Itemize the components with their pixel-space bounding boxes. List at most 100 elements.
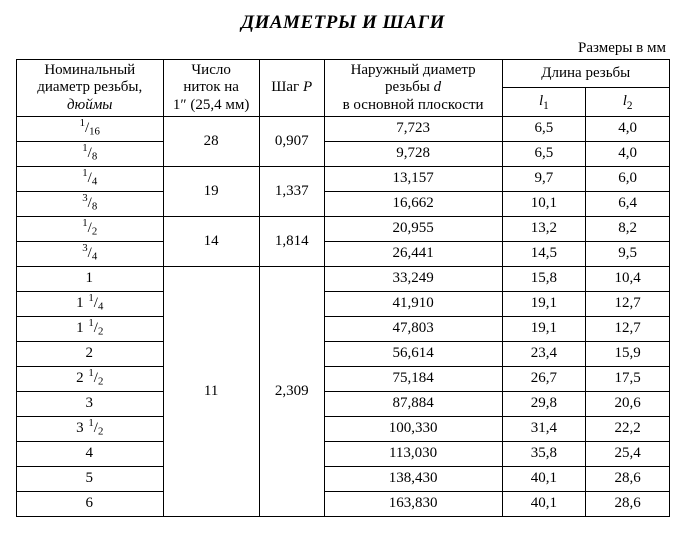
cell-outer-d: 26,441 xyxy=(324,241,502,266)
hdr-pitch-l1: Шаг xyxy=(271,79,303,95)
hdr-nominal-l2: диаметр резьбы, xyxy=(21,79,159,96)
cell-l1: 26,7 xyxy=(502,366,586,391)
cell-l1: 10,1 xyxy=(502,191,586,216)
cell-l2: 8,2 xyxy=(586,216,670,241)
cell-outer-d: 113,030 xyxy=(324,441,502,466)
cell-l1: 19,1 xyxy=(502,316,586,341)
cell-l1: 6,5 xyxy=(502,141,586,166)
hdr-threads-l3: 1″ (25,4 мм) xyxy=(168,97,255,114)
cell-l2: 28,6 xyxy=(586,491,670,516)
cell-nominal: 6 xyxy=(17,491,164,516)
cell-l2: 15,9 xyxy=(586,341,670,366)
cell-l1: 35,8 xyxy=(502,441,586,466)
cell-outer-d: 163,830 xyxy=(324,491,502,516)
cell-l1: 40,1 xyxy=(502,466,586,491)
hdr-pitch: Шаг P xyxy=(259,60,324,117)
table-row: 1/16280,9077,7236,54,0 xyxy=(17,116,670,141)
units-note: Размеры в мм xyxy=(16,40,670,57)
cell-l2: 10,4 xyxy=(586,266,670,291)
cell-l2: 25,4 xyxy=(586,441,670,466)
cell-l2: 28,6 xyxy=(586,466,670,491)
cell-nominal: 1/4 xyxy=(17,166,164,191)
cell-l2: 4,0 xyxy=(586,141,670,166)
table-row: 3 1/2 100,33031,422,2 xyxy=(17,416,670,441)
cell-outer-d: 100,330 xyxy=(324,416,502,441)
hdr-nominal: Номинальный диаметр резьбы, дюймы xyxy=(17,60,164,117)
cell-nominal: 3/4 xyxy=(17,241,164,266)
cell-threads: 28 xyxy=(163,116,259,166)
hdr-l2: l2 xyxy=(586,88,670,116)
cell-pitch: 1,337 xyxy=(259,166,324,216)
hdr-l1-sub: 1 xyxy=(543,100,549,112)
page-title: ДИАМЕТРЫ И ШАГИ xyxy=(16,12,670,34)
cell-l1: 23,4 xyxy=(502,341,586,366)
header-row-1: Номинальный диаметр резьбы, дюймы Число … xyxy=(17,60,670,88)
cell-l2: 12,7 xyxy=(586,316,670,341)
cell-nominal: 2 xyxy=(17,341,164,366)
hdr-threads-l1: Число xyxy=(168,62,255,79)
cell-outer-d: 75,184 xyxy=(324,366,502,391)
table-row: 6163,83040,128,6 xyxy=(17,491,670,516)
hdr-outer-l1: Наружный диаметр xyxy=(329,62,498,79)
table-row: 3/426,44114,59,5 xyxy=(17,241,670,266)
table-row: 2 1/2 75,18426,717,5 xyxy=(17,366,670,391)
hdr-nominal-l1: Номинальный xyxy=(21,62,159,79)
cell-pitch: 1,814 xyxy=(259,216,324,266)
cell-l2: 6,0 xyxy=(586,166,670,191)
cell-l2: 20,6 xyxy=(586,391,670,416)
table-row: 2 56,61423,415,9 xyxy=(17,341,670,366)
cell-l2: 17,5 xyxy=(586,366,670,391)
cell-l1: 6,5 xyxy=(502,116,586,141)
cell-l2: 4,0 xyxy=(586,116,670,141)
table-row: 1112,30933,24915,810,4 xyxy=(17,266,670,291)
cell-l1: 9,7 xyxy=(502,166,586,191)
cell-l1: 31,4 xyxy=(502,416,586,441)
cell-l2: 9,5 xyxy=(586,241,670,266)
table-row: 1 1/247,80319,112,7 xyxy=(17,316,670,341)
cell-threads: 14 xyxy=(163,216,259,266)
cell-nominal: 1 xyxy=(17,266,164,291)
cell-threads: 11 xyxy=(163,266,259,516)
cell-nominal: 1/2 xyxy=(17,216,164,241)
cell-outer-d: 7,723 xyxy=(324,116,502,141)
hdr-outer-l2sym: d xyxy=(434,79,442,95)
cell-nominal: 3 xyxy=(17,391,164,416)
cell-threads: 19 xyxy=(163,166,259,216)
cell-outer-d: 13,157 xyxy=(324,166,502,191)
hdr-pitch-sym: P xyxy=(303,79,312,95)
cell-nominal: 5 xyxy=(17,466,164,491)
cell-outer-d: 87,884 xyxy=(324,391,502,416)
cell-pitch: 0,907 xyxy=(259,116,324,166)
hdr-outer-l3: в основной плоскости xyxy=(329,97,498,114)
hdr-l2-sub: 2 xyxy=(627,100,633,112)
cell-l1: 15,8 xyxy=(502,266,586,291)
cell-outer-d: 56,614 xyxy=(324,341,502,366)
hdr-threads-l2: ниток на xyxy=(168,79,255,96)
cell-nominal: 1 1/4 xyxy=(17,291,164,316)
cell-nominal: 3/8 xyxy=(17,191,164,216)
cell-l2: 22,2 xyxy=(586,416,670,441)
cell-pitch: 2,309 xyxy=(259,266,324,516)
cell-outer-d: 138,430 xyxy=(324,466,502,491)
cell-outer-d: 41,910 xyxy=(324,291,502,316)
hdr-l1: l1 xyxy=(502,88,586,116)
table-row: 3/816,66210,16,4 xyxy=(17,191,670,216)
thread-table: Номинальный диаметр резьбы, дюймы Число … xyxy=(16,59,670,517)
cell-outer-d: 20,955 xyxy=(324,216,502,241)
cell-l1: 29,8 xyxy=(502,391,586,416)
table-body: 1/16280,9077,7236,54,01/89,7286,54,01/41… xyxy=(17,116,670,516)
cell-nominal: 3 1/2 xyxy=(17,416,164,441)
table-row: 5 138,43040,128,6 xyxy=(17,466,670,491)
table-row: 4113,03035,825,4 xyxy=(17,441,670,466)
cell-nominal: 1/16 xyxy=(17,116,164,141)
hdr-nominal-l3: дюймы xyxy=(21,97,159,114)
cell-outer-d: 9,728 xyxy=(324,141,502,166)
cell-nominal: 2 1/2 xyxy=(17,366,164,391)
table-row: 1/2141,81420,95513,28,2 xyxy=(17,216,670,241)
hdr-length: Длина резьбы xyxy=(502,60,669,88)
table-row: 1 1/441,91019,112,7 xyxy=(17,291,670,316)
cell-l1: 13,2 xyxy=(502,216,586,241)
cell-outer-d: 16,662 xyxy=(324,191,502,216)
hdr-outer-l2a: резьбы xyxy=(385,79,434,95)
cell-l1: 19,1 xyxy=(502,291,586,316)
